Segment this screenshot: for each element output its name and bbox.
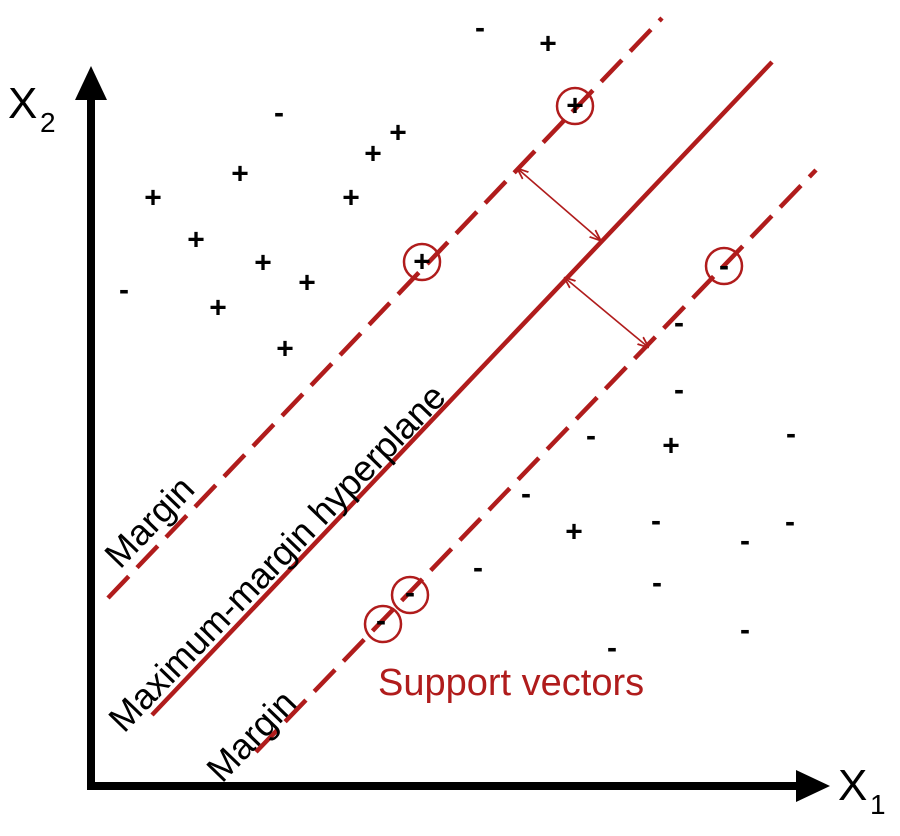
data-points: - + - + + + + + + + + - + + - - - + - - … [119, 12, 796, 665]
data-point: + [539, 28, 557, 61]
y-axis-label: X [8, 79, 37, 128]
support-vector-circle [363, 604, 403, 644]
support-vectors-label: Support vectors [378, 662, 644, 704]
x-axis-arrowhead [796, 770, 830, 802]
data-point: + [662, 430, 680, 463]
data-point: + [144, 182, 162, 215]
data-point: - [586, 420, 596, 453]
support-vector: + [555, 86, 595, 126]
data-point: + [566, 90, 584, 123]
x-axis-subscript: 1 [870, 789, 886, 820]
margin-label-lower: Margin [198, 682, 304, 790]
data-point: + [565, 516, 583, 549]
data-point: - [475, 12, 485, 45]
data-point: + [254, 247, 272, 280]
lower-margin-line [254, 168, 818, 754]
support-vector: - [363, 604, 403, 644]
upper-margin-line [106, 16, 664, 600]
margin-arrow-upper [518, 169, 600, 240]
support-vector-circle [390, 575, 430, 615]
data-point: - [607, 632, 617, 665]
data-point: + [276, 333, 294, 366]
y-axis-subscript: 2 [40, 107, 56, 138]
support-vector: - [704, 246, 744, 286]
data-point: - [521, 478, 531, 511]
margin-arrow-lower [565, 278, 648, 347]
support-vector-circle [402, 242, 442, 282]
data-point: - [651, 505, 661, 538]
data-point: - [376, 605, 386, 638]
data-point: - [719, 250, 729, 283]
data-point: - [740, 525, 750, 558]
support-vector-circle [555, 86, 595, 126]
margin-label-upper: Margin [96, 468, 202, 576]
x-axis-label: X [838, 761, 867, 810]
data-point: + [209, 292, 227, 325]
data-point: - [674, 374, 684, 407]
data-point: - [786, 418, 796, 451]
data-point: - [405, 577, 415, 610]
data-point: + [342, 182, 360, 215]
support-vector: + [402, 242, 442, 282]
data-point: + [364, 138, 382, 171]
y-axis-arrowhead [75, 66, 107, 100]
data-point: + [389, 117, 407, 150]
data-point: - [274, 97, 284, 130]
data-point: - [785, 506, 795, 539]
hyperplane-line [150, 60, 774, 717]
data-point: - [652, 567, 662, 600]
data-point: + [413, 246, 431, 279]
data-point: + [298, 267, 316, 300]
support-vector-circle [704, 246, 744, 286]
support-vector-group: + + - - - [363, 86, 744, 644]
data-point: - [473, 552, 483, 585]
support-vector: - [390, 575, 430, 615]
data-point: - [740, 614, 750, 647]
data-point: - [674, 307, 684, 340]
data-point: + [187, 224, 205, 257]
data-point: - [119, 274, 129, 307]
data-point: + [231, 158, 249, 191]
